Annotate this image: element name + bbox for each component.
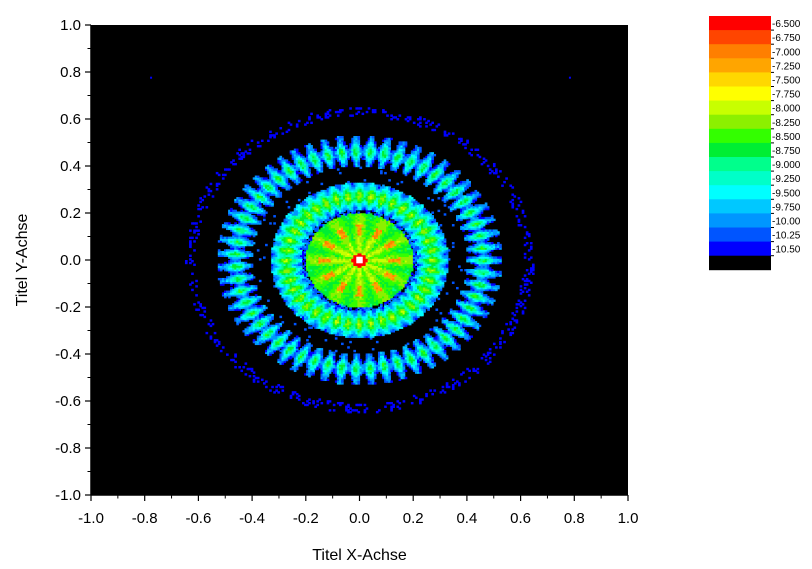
colorbar-swatch [709,100,771,116]
colorbar-swatch [709,72,771,87]
x-tick-label: -0.4 [239,510,265,527]
colorbar-label: -10.50 [772,245,801,256]
y-tick-label: 0.8 [60,64,81,81]
center-peak [356,256,363,264]
colorbar-swatch [709,30,771,45]
y-tick-label: -0.8 [55,440,81,457]
colorbar-swatch [709,44,771,59]
colorbar-label: -8.500 [772,132,801,143]
x-tick-label: 1.0 [618,510,639,527]
colorbar-swatch [709,227,771,242]
x-tick-label: -0.6 [185,510,211,527]
colorbar-label: -10.25 [772,231,801,242]
colorbar-swatch [709,86,771,101]
colorbar-swatch [709,241,771,257]
colorbar-swatch [709,142,771,158]
x-axis-title: Titel X-Achse [312,547,407,564]
y-tick-label: 0.4 [60,158,81,175]
x-tick-label: -1.0 [78,510,104,527]
x-tick-label: 0.8 [564,510,585,527]
colorbar-swatch [709,58,771,73]
colorbar-label: -8.000 [772,104,801,115]
colorbar-swatch [709,255,771,271]
y-tick-label: -0.6 [55,393,81,410]
y-tick-label: -0.4 [55,346,81,363]
y-tick-label: 1.0 [60,17,81,34]
colorbar-swatch [709,157,771,172]
x-tick-label: -0.8 [132,510,158,527]
x-tick-label: 0.0 [349,510,370,527]
y-axis-title: Titel Y-Achse [14,214,31,307]
colorbar-label: -9.000 [772,160,801,171]
colorbar-label: -7.750 [772,90,801,101]
y-tick-label: 0.2 [60,205,81,222]
y-tick-label: -0.2 [55,299,81,316]
colorbar-label: -9.500 [772,188,801,199]
colorbar-swatch [709,199,771,214]
heatmap [150,76,571,414]
colorbar-label: -8.750 [772,146,801,157]
colorbar-swatch [709,185,771,200]
colorbar: -6.500 -6.750 -7.000 -7.250 -7.500 -7.750 -8.0… [709,16,801,271]
colorbar-label: -10.00 [772,217,801,228]
colorbar-label: -7.500 [772,76,801,87]
colorbar-label: -7.000 [772,47,801,58]
y-tick-label: -1.0 [55,487,81,504]
colorbar-label: -9.750 [772,202,801,213]
x-tick-label: -0.2 [293,510,319,527]
x-tick-label: 0.4 [456,510,477,527]
colorbar-swatch [709,16,771,31]
x-tick-label: 0.6 [510,510,531,527]
colorbar-swatch [709,128,771,144]
y-tick-label: 0.6 [60,111,81,128]
y-tick-label: 0.0 [60,252,81,269]
colorbar-swatch [709,213,771,228]
colorbar-label: -8.250 [772,118,801,129]
colorbar-label: -6.500 [772,19,801,30]
x-tick-label: 0.2 [403,510,424,527]
colorbar-label: -9.250 [772,174,801,185]
axes: -1.0 -0.8 -0.6 -0.4 -0.2 0.0 0.2 0.4 0.6 0.8 1.0 1.… [55,17,638,527]
colorbar-swatch [709,114,771,130]
colorbar-label: -6.750 [772,33,801,44]
colorbar-swatch [709,171,771,186]
colorbar-label: -7.250 [772,61,801,72]
